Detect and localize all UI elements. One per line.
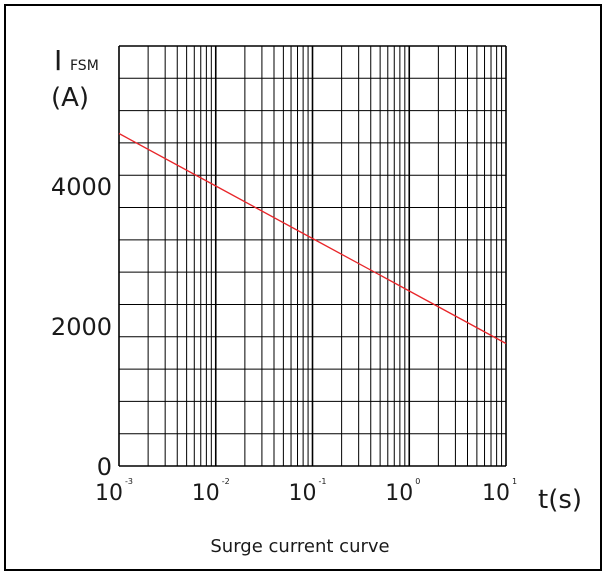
x-tick-exponent: -2 xyxy=(222,477,230,486)
x-tick-label: 10 -2 xyxy=(192,477,230,506)
y-tick-label: 2000 xyxy=(51,313,112,341)
x-tick-base: 10 xyxy=(289,481,317,506)
x-tick-label: 10 1 xyxy=(482,477,517,506)
x-tick-label: 10 -1 xyxy=(289,477,327,506)
x-tick-base: 10 xyxy=(192,481,220,506)
x-tick-exponent: -3 xyxy=(125,477,133,486)
y-axis-label-sub: FSM xyxy=(70,58,99,74)
y-axis-label-main: I xyxy=(54,44,62,77)
series-layer xyxy=(118,132,507,345)
x-tick-base: 10 xyxy=(385,481,413,506)
y-tick-label: 4000 xyxy=(51,173,112,201)
y-axis-label-unit: (A) xyxy=(51,83,89,113)
x-tick-label: 10 0 xyxy=(385,477,420,506)
x-axis-label: t(s) xyxy=(538,485,582,515)
y-tick-label: 0 xyxy=(97,453,112,481)
x-tick-label: 10 -3 xyxy=(95,477,133,506)
series-line xyxy=(118,132,507,345)
chart-caption: Surge current curve xyxy=(210,536,389,557)
x-tick-exponent: 1 xyxy=(512,477,517,486)
x-tick-base: 10 xyxy=(95,481,123,506)
x-tick-exponent: -1 xyxy=(319,477,327,486)
grid xyxy=(118,45,507,467)
x-tick-base: 10 xyxy=(482,481,510,506)
x-tick-exponent: 0 xyxy=(415,477,420,486)
